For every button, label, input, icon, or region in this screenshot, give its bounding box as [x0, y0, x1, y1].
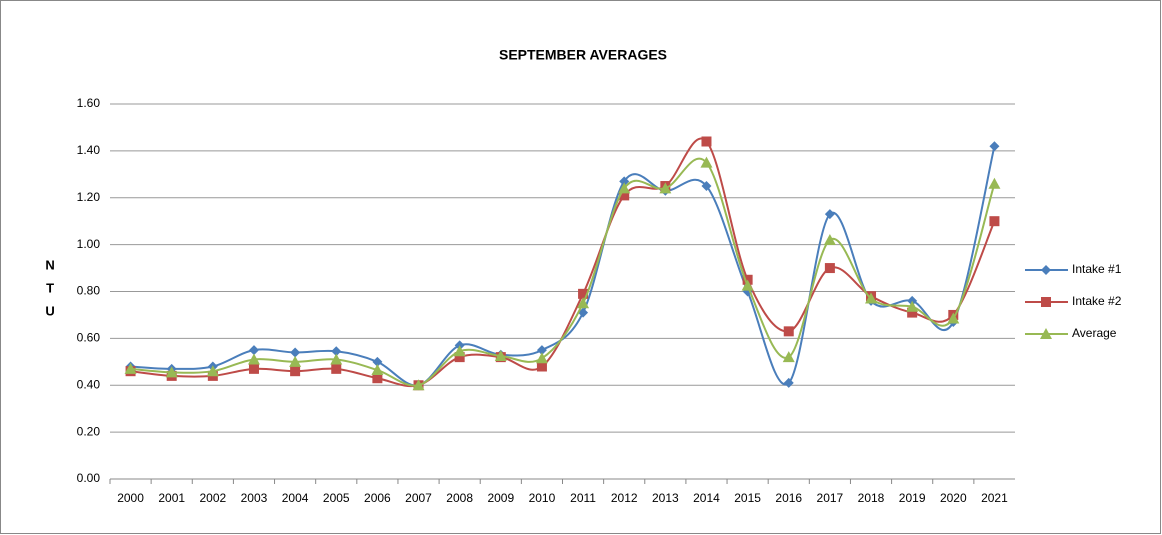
data-point — [619, 190, 630, 201]
data-point — [536, 345, 547, 356]
legend-marker — [1041, 297, 1051, 307]
y-axis-label: NTU — [43, 258, 58, 327]
x-tick-label: 2004 — [282, 491, 309, 505]
y-tick-label: 1.00 — [77, 237, 101, 251]
data-point — [824, 263, 835, 274]
data-point — [330, 353, 343, 365]
data-point — [289, 355, 302, 367]
x-tick-label: 2018 — [858, 491, 885, 505]
y-tick-label: 0.80 — [77, 284, 101, 298]
data-point — [124, 362, 137, 374]
x-tick-label: 2007 — [405, 491, 432, 505]
x-tick-label: 2017 — [817, 491, 844, 505]
data-point — [412, 379, 425, 391]
data-point — [453, 345, 466, 357]
data-point — [824, 209, 835, 220]
data-point — [989, 141, 1000, 152]
data-point — [906, 300, 919, 312]
x-tick-label: 2015 — [734, 491, 761, 505]
x-tick-label: 2016 — [775, 491, 802, 505]
data-point — [619, 176, 630, 187]
data-point — [331, 363, 342, 374]
data-point — [823, 233, 836, 245]
x-tick-label: 2014 — [693, 491, 720, 505]
y-tick-label: 0.20 — [77, 424, 101, 438]
data-point — [988, 177, 1001, 189]
data-point — [535, 352, 548, 364]
data-point — [618, 182, 631, 194]
data-point — [290, 366, 301, 377]
legend-marker — [1040, 328, 1052, 339]
x-tick-label: 2012 — [611, 491, 638, 505]
legend-label: Intake #2 — [1072, 294, 1122, 308]
series-line — [130, 137, 996, 388]
legend-marker — [1041, 265, 1051, 275]
data-point — [578, 288, 589, 299]
y-tick-label: 0.40 — [77, 377, 101, 391]
data-point — [247, 353, 260, 365]
x-tick-label: 2021 — [981, 491, 1008, 505]
data-point — [741, 279, 754, 291]
y-tick-label: 1.40 — [77, 143, 101, 157]
data-point — [206, 365, 219, 377]
y-tick-label: 0.00 — [77, 471, 101, 485]
x-tick-label: 2002 — [199, 491, 226, 505]
data-point — [659, 182, 672, 194]
data-point — [947, 312, 960, 324]
data-point — [782, 351, 795, 363]
data-point — [783, 377, 794, 388]
data-point — [701, 181, 712, 192]
data-point — [331, 346, 342, 357]
data-point — [783, 326, 794, 337]
x-tick-label: 2001 — [158, 491, 185, 505]
y-tick-label: 1.60 — [77, 96, 101, 110]
data-point — [290, 347, 301, 358]
x-tick-label: 2006 — [364, 491, 391, 505]
data-point — [989, 216, 1000, 227]
x-tick-label: 2010 — [529, 491, 556, 505]
x-tick-label: 2000 — [117, 491, 144, 505]
x-tick-label: 2019 — [899, 491, 926, 505]
data-point — [701, 136, 712, 147]
data-point — [454, 352, 465, 363]
data-point — [165, 366, 178, 378]
data-point — [907, 307, 918, 318]
data-point — [371, 364, 384, 376]
data-point — [372, 356, 383, 367]
x-tick-label: 2011 — [570, 491, 596, 505]
legend-label: Intake #1 — [1072, 262, 1122, 276]
chart-title: SEPTEMBER AVERAGES — [499, 47, 667, 63]
x-tick-label: 2013 — [652, 491, 679, 505]
data-point — [372, 373, 383, 384]
data-point — [700, 156, 713, 168]
data-point — [248, 345, 259, 356]
data-point — [536, 361, 547, 372]
data-point — [577, 297, 590, 309]
data-point — [248, 363, 259, 374]
x-tick-label: 2005 — [323, 491, 350, 505]
x-tick-label: 2009 — [487, 491, 514, 505]
data-point — [865, 292, 878, 304]
y-tick-label: 1.20 — [77, 190, 101, 204]
x-tick-label: 2008 — [446, 491, 473, 505]
x-tick-label: 2020 — [940, 491, 967, 505]
x-tick-label: 2003 — [241, 491, 268, 505]
y-tick-label: 0.60 — [77, 331, 101, 345]
legend-label: Average — [1072, 326, 1117, 340]
data-point — [494, 349, 507, 361]
